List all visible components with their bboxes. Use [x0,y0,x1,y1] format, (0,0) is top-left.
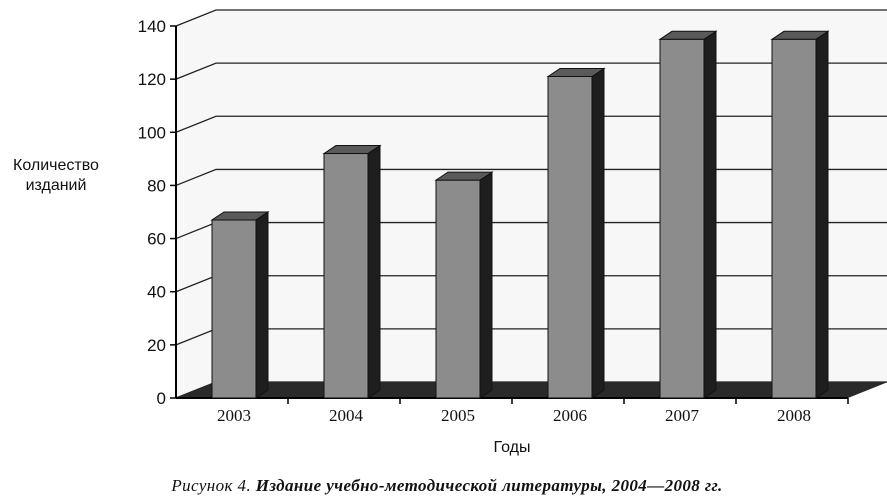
bar-front [323,153,369,399]
y-axis-title-line1: Количество [13,157,99,174]
bar [658,30,718,399]
bar-front [547,75,593,399]
bar-side [703,30,717,399]
x-tick-labels: 2003 2004 2005 2006 2007 2008 [217,398,849,425]
y-tick-label: 40 [147,283,166,302]
figure-caption: Рисунок 4. Издание учебно-методической л… [22,476,872,496]
bar-top [434,171,494,181]
bar [770,30,830,399]
bar-top [210,211,270,221]
bar-side [815,30,829,399]
bar [434,171,494,399]
x-tick-label: 2003 [217,406,251,425]
y-tick-label: 100 [138,123,166,142]
y-tick-label: 0 [157,389,166,408]
y-tick-label: 120 [138,70,166,89]
caption-body: Издание учебно-методической литературы, … [255,476,723,495]
bar [546,67,606,399]
y-tick-label: 140 [138,17,166,36]
bar-side [367,144,381,399]
bar-top [770,30,830,40]
y-axis-title-line2: изданий [26,177,87,194]
y-tick-label: 20 [147,336,166,355]
bar-front [211,219,257,399]
x-tick-label: 2004 [329,406,364,425]
y-tick-label: 80 [147,176,166,195]
x-tick-label: 2006 [553,406,587,425]
bar [210,211,270,399]
y-tick-labels: 0 20 40 60 80 100 120 140 [138,17,166,408]
bar-top [322,145,382,155]
gridline [175,9,887,27]
x-axis-title: Годы [494,439,531,456]
bar-side [591,67,605,399]
bar-side [479,171,493,399]
bar-front [435,179,481,399]
bar-top [546,67,606,77]
caption-lead: Рисунок 4. [171,476,252,495]
bar-side [255,211,269,399]
bar [322,144,382,399]
x-tick-label: 2007 [665,406,700,425]
bar-front [771,38,817,399]
bar-front [659,38,705,399]
x-tick-label: 2005 [441,406,475,425]
bars [210,30,830,399]
x-tick-label: 2008 [777,406,811,425]
y-tick-label: 60 [147,230,166,249]
bar-top [658,30,718,40]
